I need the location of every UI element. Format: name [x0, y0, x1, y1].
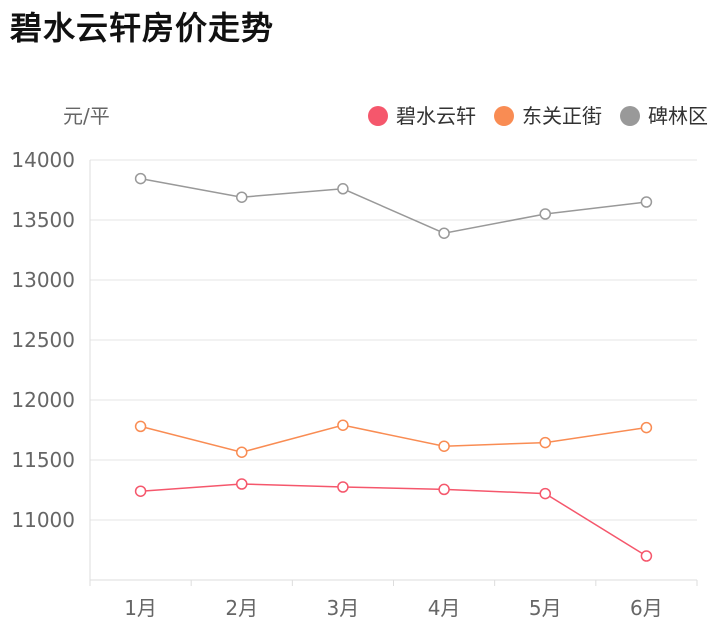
y-tick-label-13500: 13500: [11, 208, 75, 232]
y-tick-label-11500: 11500: [11, 448, 75, 472]
data-point-series-3-6: [640, 196, 653, 208]
data-point-series-3-5: [539, 208, 551, 220]
x-tick-label-3: 3月: [327, 596, 360, 620]
y-axis-unit-label: 元/平: [63, 104, 110, 128]
legend-label-series-3: 碑林区: [648, 104, 708, 128]
data-point-series-2-3: [337, 419, 349, 431]
data-point-series-3-1: [134, 172, 147, 185]
series-line-1: [140, 483, 647, 557]
data-point-series-2-4: [438, 440, 450, 452]
chart-legend: 碧水云轩 东关正街 碑林区: [350, 102, 708, 130]
data-point-series-3-2: [236, 191, 248, 203]
data-point-series-2-6: [640, 421, 653, 434]
data-point-series-3-4: [438, 227, 450, 239]
legend-marker-series-3: [620, 106, 640, 126]
data-point-series-2-5: [539, 436, 551, 449]
data-point-series-1-4: [438, 483, 450, 496]
legend-item-series-1[interactable]: 碧水云轩: [368, 102, 476, 130]
x-tick-label-1: 1月: [124, 596, 157, 620]
data-point-series-1-5: [539, 487, 551, 500]
data-point-series-2-1: [134, 420, 147, 433]
y-tick-label-12500: 12500: [11, 328, 75, 352]
legend-label-series-1: 碧水云轩: [396, 104, 476, 128]
series-line-2: [140, 424, 647, 453]
x-tick-label-6: 6月: [630, 596, 663, 620]
series-line-3: [140, 177, 647, 234]
y-tick-label-12000: 12000: [11, 388, 75, 412]
legend-item-series-2[interactable]: 东关正街: [494, 102, 602, 130]
data-point-series-1-3: [337, 481, 349, 493]
legend-marker-series-1: [368, 106, 388, 126]
data-point-series-3-3: [337, 183, 349, 195]
y-tick-label-11000: 11000: [11, 508, 75, 532]
data-point-series-2-2: [236, 446, 248, 458]
data-point-series-1-2: [236, 478, 248, 490]
x-tick-label-2: 2月: [225, 596, 258, 620]
chart-title: 碧水云轩房价走势: [10, 9, 275, 47]
x-tick-label-4: 4月: [428, 596, 461, 620]
data-point-series-1-6: [640, 550, 653, 562]
legend-marker-series-2: [494, 106, 514, 126]
legend-label-series-2: 东关正街: [522, 104, 602, 128]
y-tick-label-14000: 14000: [11, 148, 75, 172]
legend-item-series-3[interactable]: 碑林区: [620, 102, 708, 130]
data-point-series-1-1: [134, 485, 147, 497]
x-tick-label-5: 5月: [529, 596, 562, 620]
y-tick-label-13000: 13000: [11, 268, 75, 292]
